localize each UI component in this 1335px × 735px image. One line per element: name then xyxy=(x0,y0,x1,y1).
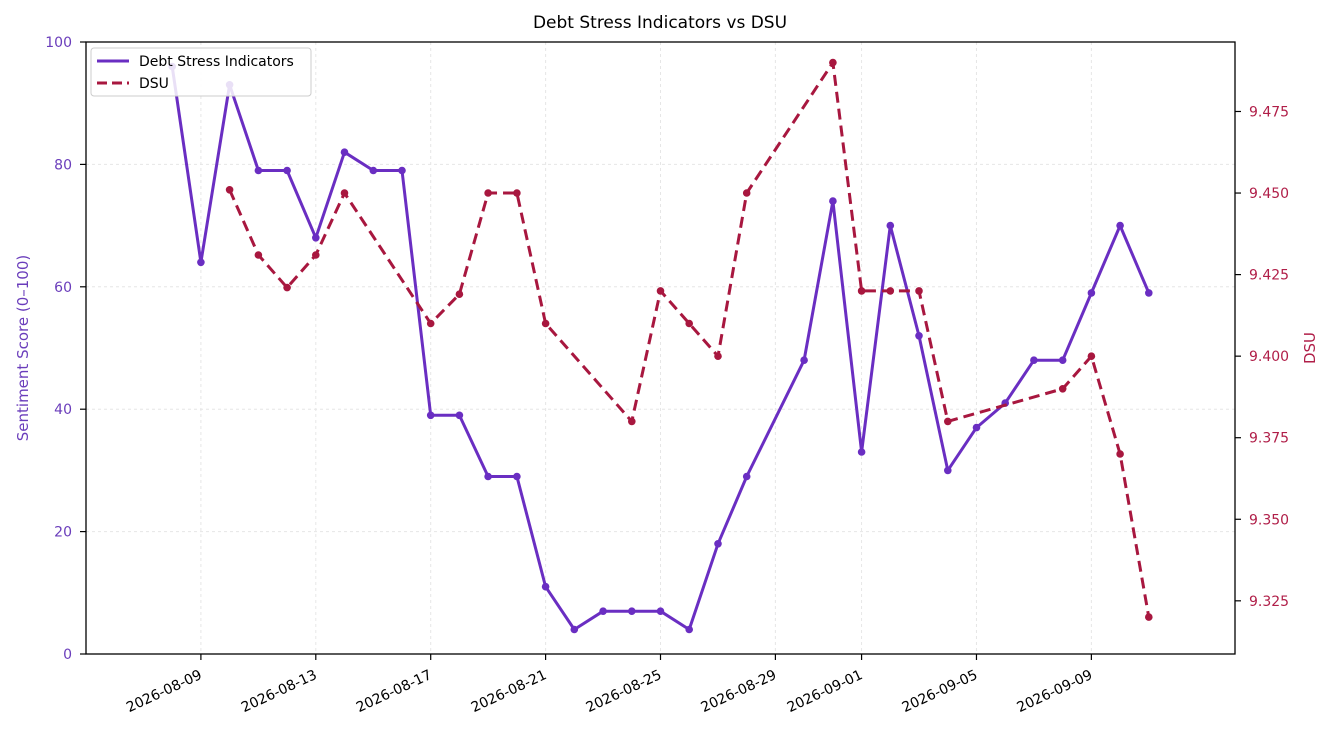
x-tick-label: 2026-09-09 xyxy=(1015,667,1096,716)
data-point-dsu xyxy=(656,287,665,295)
x-tick-label: 2026-08-25 xyxy=(584,667,665,716)
data-point-dsu xyxy=(513,189,521,197)
data-point-dsu xyxy=(225,186,234,194)
data-point-dsu xyxy=(628,417,636,426)
right-tick-label: 9.350 xyxy=(1249,512,1289,528)
data-point-dsu xyxy=(857,287,866,295)
right-tick-label: 9.400 xyxy=(1249,349,1289,365)
right-tick-label: 9.375 xyxy=(1249,431,1289,447)
data-point-dsu xyxy=(944,417,952,426)
data-point-dsu xyxy=(714,352,722,361)
data-point-debt-stress xyxy=(800,356,808,365)
grid-lines xyxy=(86,41,1235,655)
data-point-debt-stress xyxy=(656,607,665,615)
data-point-dsu xyxy=(312,251,320,259)
data-point-debt-stress xyxy=(426,411,435,420)
right-tick-label: 9.325 xyxy=(1249,594,1289,610)
data-point-debt-stress xyxy=(915,332,923,340)
data-point-debt-stress xyxy=(398,166,406,175)
data-point-dsu xyxy=(426,319,435,328)
right-axis-label: DSU xyxy=(1301,332,1319,364)
left-tick-label: 80 xyxy=(54,157,72,173)
data-point-debt-stress xyxy=(340,148,349,156)
data-point-dsu xyxy=(283,283,291,292)
data-point-dsu xyxy=(340,189,349,197)
legend-box xyxy=(90,47,312,97)
legend-label-dsu: DSU xyxy=(139,76,169,92)
data-point-debt-stress xyxy=(570,625,579,634)
data-point-dsu xyxy=(886,287,895,295)
data-point-debt-stress xyxy=(1087,289,1096,297)
data-point-debt-stress xyxy=(1145,289,1153,297)
data-point-debt-stress xyxy=(1116,221,1124,230)
data-point-dsu xyxy=(484,189,492,197)
data-point-dsu xyxy=(829,58,837,67)
data-point-debt-stress xyxy=(541,582,550,591)
data-point-dsu xyxy=(455,290,464,299)
data-point-debt-stress xyxy=(283,166,291,175)
data-point-debt-stress xyxy=(742,472,751,481)
legend-label-debt-stress: Debt Stress Indicators xyxy=(139,54,294,70)
left-axis-ticks: 0 20 40 60 80 100 xyxy=(45,35,86,663)
data-point-debt-stress xyxy=(685,625,693,634)
data-point-debt-stress xyxy=(312,234,320,242)
data-point-debt-stress xyxy=(369,166,378,175)
data-point-debt-stress xyxy=(1030,356,1038,365)
series-line-dsu xyxy=(228,61,1151,618)
data-point-dsu xyxy=(742,189,751,197)
data-point-dsu xyxy=(915,287,923,295)
data-point-dsu xyxy=(1087,352,1096,361)
data-point-debt-stress xyxy=(599,607,607,615)
data-point-debt-stress xyxy=(1058,356,1067,365)
data-point-dsu xyxy=(1145,613,1153,621)
data-point-dsu xyxy=(1116,450,1124,458)
left-tick-label: 100 xyxy=(45,35,72,51)
data-point-debt-stress xyxy=(455,411,464,420)
data-point-debt-stress xyxy=(254,166,263,175)
chart-title: Debt Stress Indicators vs DSU xyxy=(533,13,787,33)
right-axis-ticks: 9.325 9.350 9.375 9.400 9.425 9.450 9.475 xyxy=(1235,104,1289,610)
right-tick-label: 9.475 xyxy=(1249,104,1289,120)
data-point-debt-stress xyxy=(972,423,981,432)
data-point-dsu xyxy=(685,319,693,328)
x-tick-label: 2026-09-01 xyxy=(785,667,866,716)
data-point-dsu xyxy=(254,251,263,259)
data-point-debt-stress xyxy=(944,466,952,475)
data-point-debt-stress xyxy=(829,197,837,205)
data-point-debt-stress xyxy=(513,472,521,481)
x-tick-label: 2026-08-21 xyxy=(469,667,550,716)
data-point-debt-stress xyxy=(484,472,492,481)
x-tick-label: 2026-08-13 xyxy=(239,667,320,716)
left-tick-label: 0 xyxy=(63,647,72,663)
legend: Debt Stress Indicators DSU xyxy=(90,47,312,97)
data-point-dsu xyxy=(1058,385,1067,393)
x-tick-label: 2026-09-05 xyxy=(900,667,981,716)
left-tick-label: 20 xyxy=(54,525,72,541)
data-point-debt-stress xyxy=(857,448,866,456)
series-layer xyxy=(168,58,1153,634)
data-point-dsu xyxy=(541,319,550,328)
x-axis-ticks: 2026-08-09 2026-08-13 2026-08-17 2026-08-21… xyxy=(124,654,1095,716)
left-tick-label: 40 xyxy=(54,402,72,418)
x-tick-label: 2026-08-17 xyxy=(354,667,435,716)
series-line-debt-stress xyxy=(170,66,1151,631)
right-tick-label: 9.425 xyxy=(1249,268,1289,284)
left-tick-label: 60 xyxy=(54,280,72,296)
data-point-debt-stress xyxy=(197,258,205,267)
x-tick-label: 2026-08-29 xyxy=(699,667,780,716)
data-point-debt-stress xyxy=(886,221,895,230)
left-axis-label: Sentiment Score (0–100) xyxy=(14,255,32,441)
right-tick-label: 9.450 xyxy=(1249,186,1289,202)
data-point-debt-stress xyxy=(714,540,722,548)
data-point-debt-stress xyxy=(628,607,636,615)
x-tick-label: 2026-08-09 xyxy=(124,667,205,716)
